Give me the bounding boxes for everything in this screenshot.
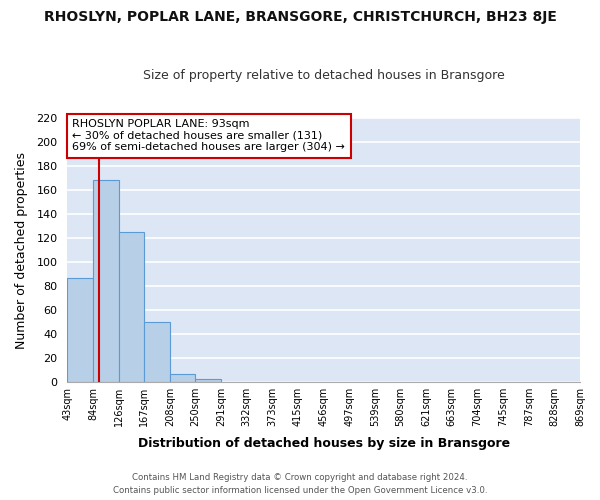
Bar xyxy=(170,374,196,382)
Bar xyxy=(67,278,93,382)
Text: RHOSLYN POPLAR LANE: 93sqm
← 30% of detached houses are smaller (131)
69% of sem: RHOSLYN POPLAR LANE: 93sqm ← 30% of deta… xyxy=(73,119,346,152)
Text: Contains HM Land Registry data © Crown copyright and database right 2024.
Contai: Contains HM Land Registry data © Crown c… xyxy=(113,474,487,495)
Title: Size of property relative to detached houses in Bransgore: Size of property relative to detached ho… xyxy=(143,69,505,82)
Bar xyxy=(196,378,221,382)
X-axis label: Distribution of detached houses by size in Bransgore: Distribution of detached houses by size … xyxy=(137,437,510,450)
Y-axis label: Number of detached properties: Number of detached properties xyxy=(15,152,28,348)
Bar xyxy=(93,180,119,382)
Text: RHOSLYN, POPLAR LANE, BRANSGORE, CHRISTCHURCH, BH23 8JE: RHOSLYN, POPLAR LANE, BRANSGORE, CHRISTC… xyxy=(44,10,556,24)
Bar xyxy=(144,322,170,382)
Bar xyxy=(119,232,144,382)
